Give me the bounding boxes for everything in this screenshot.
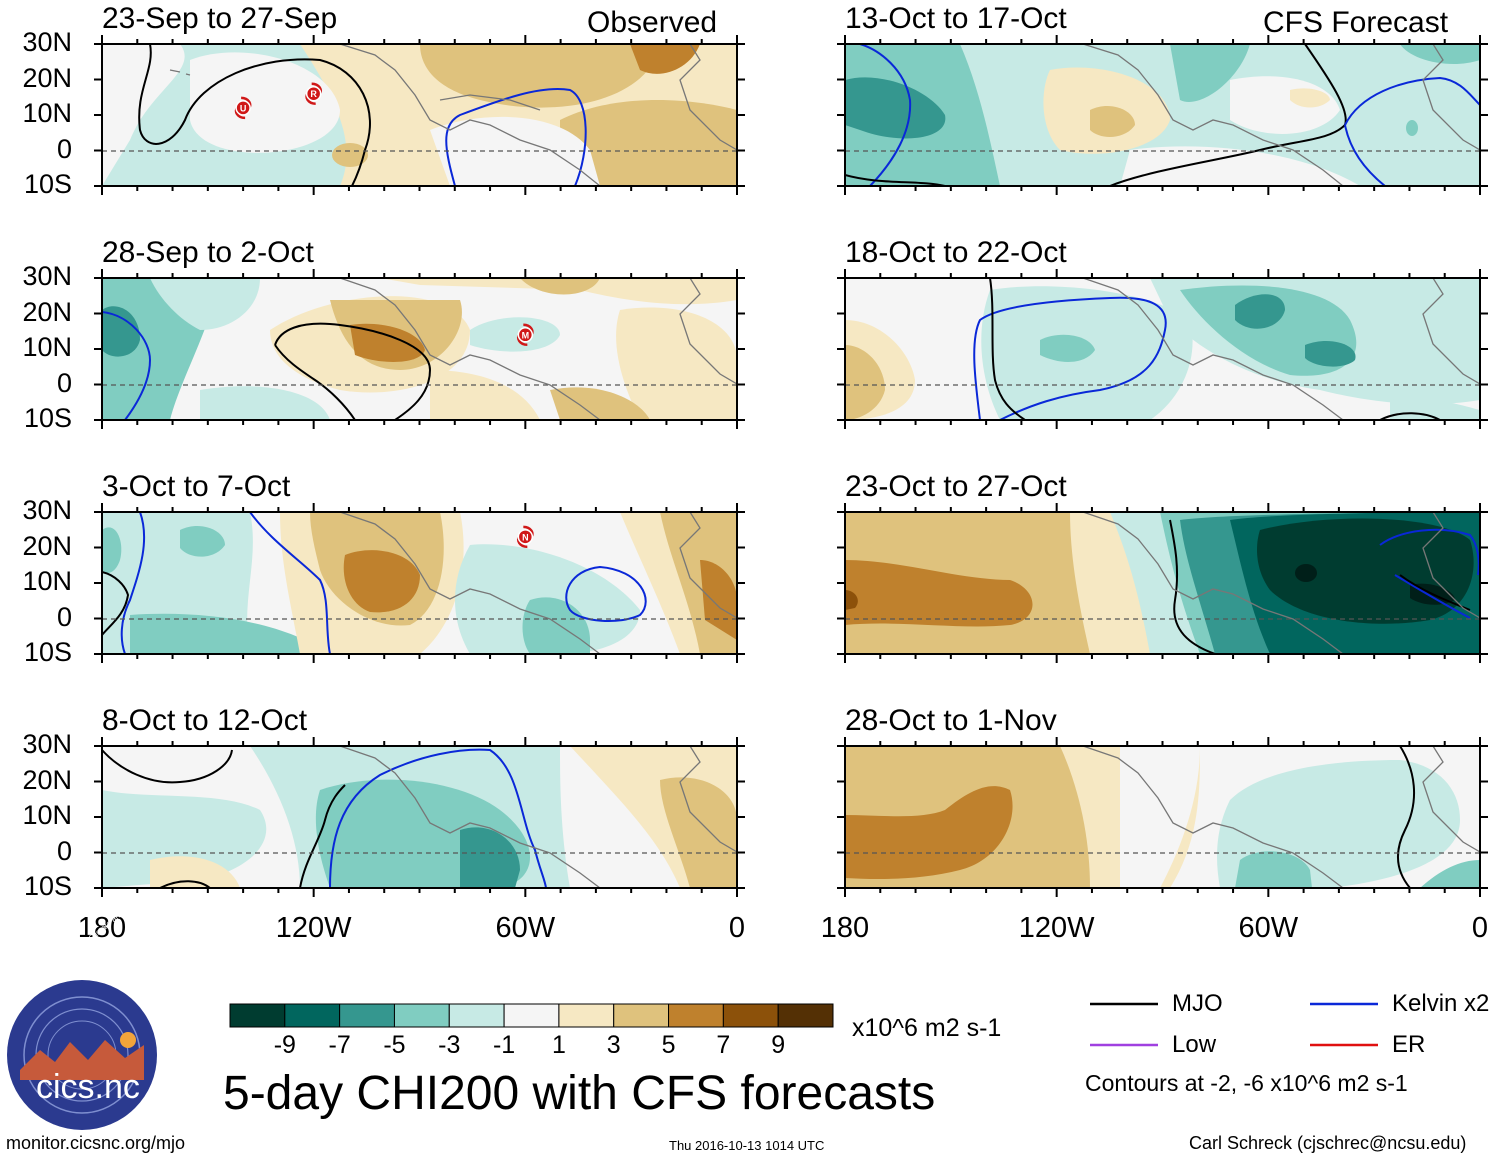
colorbar-tick-label: -5 xyxy=(383,1031,406,1059)
storm-symbols: N xyxy=(516,525,534,549)
y-tick-label: 10S xyxy=(23,169,72,199)
colorbar-swatch xyxy=(393,1003,450,1028)
y-tick-label: 10S xyxy=(23,637,72,667)
legend-label-mjo: MJO xyxy=(1172,990,1223,1017)
colorbar-swatch xyxy=(777,1003,834,1028)
y-tick-label: 10S xyxy=(23,403,72,433)
y-tick-label: 10N xyxy=(22,98,72,128)
colorbar-tick-label: -1 xyxy=(492,1031,516,1059)
tropical-storm-icon: U xyxy=(234,96,252,120)
x-tick-label: 120W xyxy=(1018,912,1095,944)
colorbar-swatch xyxy=(339,1003,395,1028)
footer-author: Carl Schreck (cjschrec@ncsu.edu) xyxy=(1189,1133,1467,1153)
y-tick-label: 20N xyxy=(22,296,72,327)
colorbar xyxy=(229,1003,834,1028)
x-tick-label: 120W xyxy=(275,912,352,944)
panel-title-forecast-2: 18-Oct to 22-Oct xyxy=(845,236,1067,269)
colorbar-swatch xyxy=(668,1003,724,1028)
colorbar-swatch xyxy=(613,1003,670,1028)
x-tick-label: 60W xyxy=(1238,912,1299,944)
y-tick-label: 10N xyxy=(22,566,72,596)
legend-label-low: Low xyxy=(1172,1031,1217,1058)
colorbar-tick-label: 3 xyxy=(606,1031,621,1059)
y-tick-label: 10N xyxy=(22,332,72,362)
legend-label-kelvin: Kelvin x2 xyxy=(1392,990,1490,1017)
panel-observed-2: M xyxy=(101,277,738,421)
tropical-storm-icon: N xyxy=(516,525,534,549)
colorbar-tick-label: 5 xyxy=(661,1031,676,1059)
colorbar-tick-label: -9 xyxy=(273,1031,296,1059)
contour-note: Contours at -2, -6 x10^6 m2 s-1 xyxy=(1085,1070,1408,1096)
panel-title-observed-3: 3-Oct to 7-Oct xyxy=(102,470,291,503)
cics-logo xyxy=(7,980,157,1130)
y-tick-label: 10N xyxy=(22,800,72,830)
colorbar-tick-label: 1 xyxy=(551,1031,566,1059)
panel-title-observed-2: 28-Sep to 2-Oct xyxy=(102,236,314,269)
panel-forecast-4 xyxy=(844,745,1481,889)
colorbar-tick-label: -3 xyxy=(438,1031,461,1059)
legend-label-er: ER xyxy=(1392,1031,1426,1058)
storm-code: U xyxy=(240,103,247,113)
tropical-storm-icon: M xyxy=(516,323,534,347)
panel-observed-3: N xyxy=(101,511,738,655)
panel-title-forecast-1: 13-Oct to 17-Oct xyxy=(845,2,1067,35)
colorbar-tick-label: 7 xyxy=(716,1031,731,1059)
colorbar-tick-label: 9 xyxy=(771,1031,786,1059)
y-tick-label: 0 xyxy=(56,601,72,632)
storm-code: N xyxy=(522,532,529,542)
colorbar-swatch xyxy=(503,1003,560,1028)
panel-forecast-1 xyxy=(844,43,1481,187)
y-tick-label: 20N xyxy=(22,530,72,561)
y-tick-label: 30N xyxy=(22,729,72,759)
colorbar-swatch xyxy=(448,1003,505,1028)
colorbar-swatch xyxy=(284,1003,341,1028)
y-tick-label: 30N xyxy=(22,27,72,57)
x-tick-label: 180 xyxy=(77,912,127,944)
axis-ticks xyxy=(94,35,1488,897)
panel-title-forecast-3: 23-Oct to 27-Oct xyxy=(845,470,1067,503)
panel-title-forecast-4: 28-Oct to 1-Nov xyxy=(845,704,1057,737)
panel-forecast-2 xyxy=(844,277,1481,421)
x-tick-label: 0 xyxy=(1471,912,1489,944)
figure-title: 5-day CHI200 with CFS forecasts xyxy=(223,1067,936,1120)
panel-title-observed-4: 8-Oct to 12-Oct xyxy=(102,704,308,737)
y-tick-label: 20N xyxy=(22,764,72,795)
colorbar-swatch xyxy=(722,1003,779,1028)
storm-code: R xyxy=(310,89,317,99)
y-tick-label: 0 xyxy=(56,367,72,398)
y-tick-label: 30N xyxy=(22,495,72,525)
logo-text: cics.nc xyxy=(36,1068,140,1106)
panel-forecast-3 xyxy=(844,511,1481,655)
tropical-storm-icon: R xyxy=(305,82,323,105)
observed-header: Observed xyxy=(587,6,718,39)
legend-lines xyxy=(1090,1002,1378,1047)
y-tick-label: 0 xyxy=(56,835,72,866)
colorbar-swatch xyxy=(558,1003,615,1028)
y-tick-label: 30N xyxy=(22,261,72,291)
colorbar-tick-label: -7 xyxy=(328,1031,351,1059)
storm-code: M xyxy=(522,330,530,340)
colorbar-swatch xyxy=(229,1003,286,1028)
storm-symbols: UR xyxy=(234,82,323,120)
colorbar-units: x10^6 m2 s-1 xyxy=(852,1014,1002,1042)
cfs-forecast-header: CFS Forecast xyxy=(1263,6,1449,39)
x-tick-label: 180 xyxy=(820,912,870,944)
x-tick-label: 60W xyxy=(495,912,556,944)
x-tick-label: 0 xyxy=(728,912,746,944)
footer-timestamp: Thu 2016-10-13 1014 UTC xyxy=(669,1138,825,1153)
storm-symbols: M xyxy=(516,323,534,347)
footer-url[interactable]: monitor.cicsnc.org/mjo xyxy=(6,1133,186,1153)
panel-observed-1: UR xyxy=(101,43,738,187)
y-tick-label: 10S xyxy=(23,871,72,901)
panel-observed-4 xyxy=(101,745,738,889)
panel-title-observed-1: 23-Sep to 27-Sep xyxy=(102,2,338,35)
y-tick-label: 20N xyxy=(22,62,72,93)
y-tick-label: 0 xyxy=(56,133,72,164)
